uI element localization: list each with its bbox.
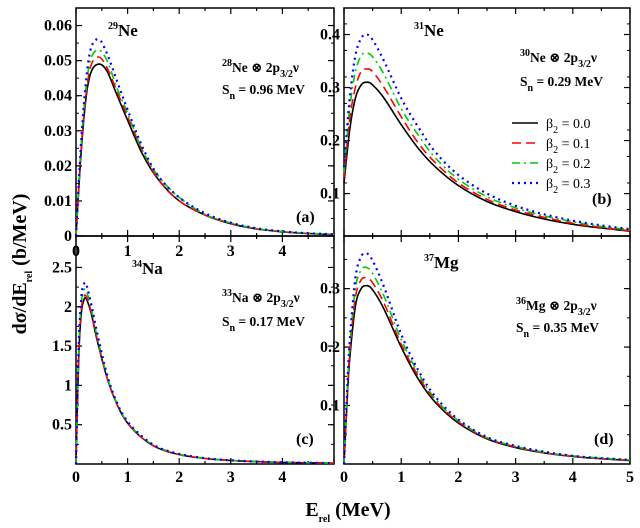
y-tick-label: 0.3 (320, 281, 340, 298)
legend-label: β2 = 0.2 (546, 157, 591, 176)
plot-frame (75, 7, 335, 237)
series-line (343, 81, 631, 232)
configuration-label: 28Ne ⊗ 2p3/2ν (222, 58, 299, 80)
y-tick-label: 2 (64, 299, 72, 316)
x-tick-label: 3 (227, 469, 235, 486)
axes-ticks: 00.010.020.030.040.050.060 1 2 3 4 (44, 7, 335, 260)
curves (74, 38, 335, 237)
x-tick-label: 0 (72, 469, 80, 486)
panel-a: 00.010.020.030.040.050.060 1 2 3 4 29Ne 28Ne… (44, 7, 335, 260)
x-tick-label: 2 (454, 469, 462, 486)
curves (342, 252, 631, 465)
curves (342, 33, 631, 232)
series-line (342, 252, 631, 465)
y-tick-label: 0.2 (320, 133, 340, 150)
configuration-label: 33Na ⊗ 2p3/2ν (222, 288, 300, 310)
series-line (343, 68, 631, 232)
y-tick-label: 0 (64, 228, 72, 245)
axes-ticks: 0.5 1 1.5 2 2.5 0 1 2 3 4 (52, 236, 335, 486)
x-tick-label: 2 (175, 469, 183, 486)
x-tick-label: 2 (175, 243, 183, 260)
x-tick-label: 4 (569, 469, 577, 486)
panel-b: 0.1 0.2 0.3 0.4 31Ne 30Ne ⊗ 2p3/2ν Sn = 0.2… (320, 7, 631, 237)
legend-label: β2 = 0.0 (546, 117, 591, 136)
curves (74, 281, 335, 465)
series-line (74, 38, 335, 237)
axes-ticks: 0.1 0.2 0.3 0 1 2 3 4 5 (320, 236, 634, 486)
y-tick-label: 0.01 (44, 193, 72, 210)
legend: β2 = 0.0β2 = 0.1β2 = 0.2β2 = 0.3 (512, 117, 591, 196)
series-line (343, 266, 631, 465)
series-line (75, 49, 335, 237)
y-tick-label: 0.06 (44, 18, 72, 35)
y-tick-label: 0.04 (44, 88, 72, 105)
x-tick-label: 1 (397, 469, 405, 486)
series-line (75, 294, 335, 465)
y-tick-label: 0.2 (320, 339, 340, 356)
series-line (343, 276, 631, 465)
x-tick-label: 4 (278, 469, 286, 486)
plot-frame (75, 235, 335, 465)
panel-tag: (b) (592, 191, 612, 208)
series-line (343, 52, 631, 231)
y-axis-label: dσ/dErel (b/MeV) (9, 194, 35, 335)
y-tick-label: 0.1 (320, 398, 340, 415)
y-tick-label: 0.5 (52, 417, 72, 434)
separation-energy-label: Sn = 0.96 MeV (222, 82, 305, 102)
panel-c: 0.5 1 1.5 2 2.5 0 1 2 3 4 34Na 33Na ⊗ 2p3/2ν Sn =… (52, 235, 335, 486)
x-tick-label: 1 (124, 243, 132, 260)
separation-energy-label: Sn = 0.35 MeV (516, 320, 599, 340)
y-tick-label: 0.4 (320, 27, 340, 44)
separation-energy-label: Sn = 0.29 MeV (520, 74, 603, 94)
x-tick-label: 3 (512, 469, 520, 486)
legend-label: β2 = 0.1 (546, 137, 591, 156)
x-tick-label: 1 (124, 469, 132, 486)
y-tick-label: 0.3 (320, 80, 340, 97)
x-axis-label: Erel (MeV) (305, 499, 390, 525)
x-tick-label: 5 (626, 469, 634, 486)
y-tick-label: 0.05 (44, 53, 72, 70)
separation-energy-label: Sn = 0.17 MeV (222, 314, 305, 334)
nucleus-label: 34Na (132, 259, 163, 278)
configuration-label: 30Ne ⊗ 2p3/2ν (520, 48, 597, 70)
panel-tag: (d) (594, 431, 614, 448)
series-line (343, 284, 631, 465)
panel-tag: (a) (296, 209, 315, 226)
y-tick-label: 1.5 (52, 338, 72, 355)
y-tick-label: 0.03 (44, 123, 72, 140)
nucleus-label: 37Mg (424, 253, 459, 272)
x-tick-label: 4 (278, 243, 286, 260)
legend-label: β2 = 0.3 (546, 177, 591, 196)
x-tick-label: 0 (340, 469, 348, 486)
panel-d: 0.1 0.2 0.3 0 1 2 3 4 5 37Mg 36Mg ⊗ 2p3/2ν Sn = … (320, 235, 634, 486)
plot-frame (343, 235, 631, 465)
y-tick-label: 2.5 (52, 259, 72, 276)
nucleus-label: 29Ne (108, 21, 138, 40)
panel-tag: (c) (296, 431, 314, 448)
y-tick-label: 1 (64, 377, 72, 394)
x-tick-label: 3 (227, 243, 235, 260)
nucleus-label: 31Ne (414, 21, 444, 40)
y-tick-label: 0.02 (44, 158, 72, 175)
y-tick-label: 0.1 (320, 186, 340, 203)
configuration-label: 36Mg ⊗ 2p3/2ν (516, 296, 597, 318)
